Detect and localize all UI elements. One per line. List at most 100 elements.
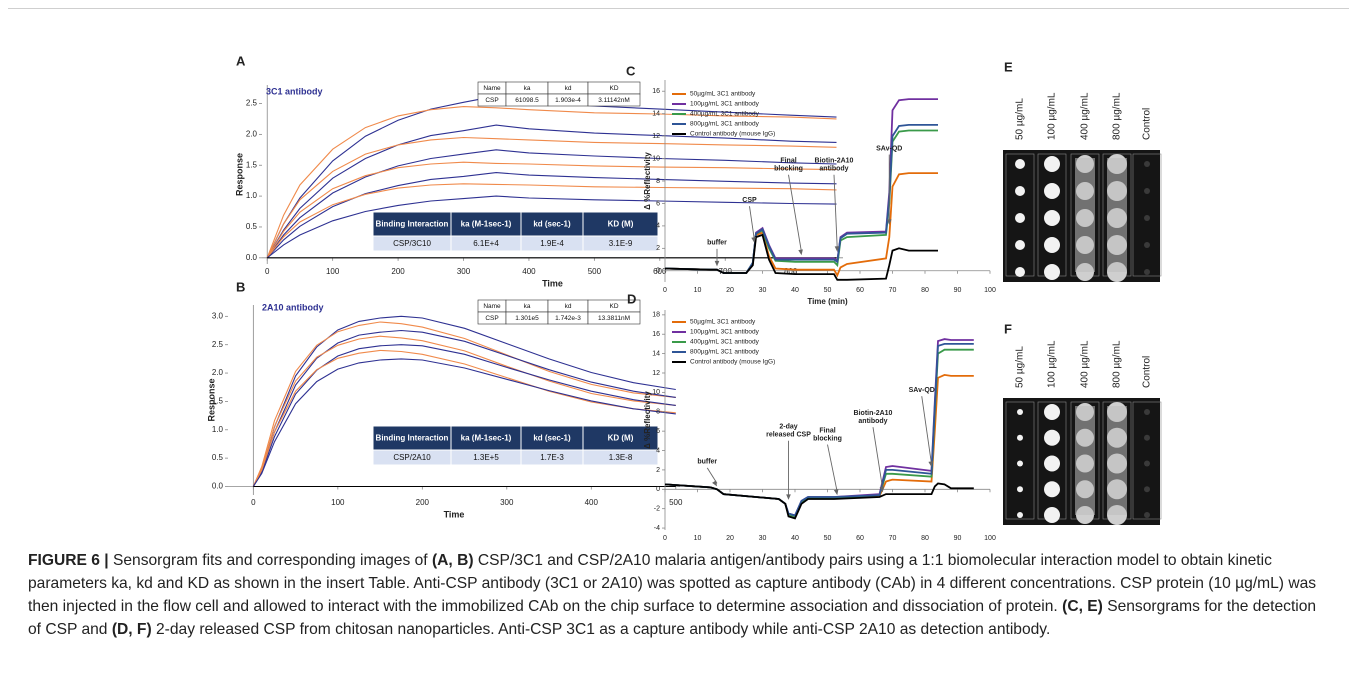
series-line <box>252 321 676 487</box>
spot <box>1144 215 1150 221</box>
caption-label: FIGURE 6 | <box>28 552 109 569</box>
caption-text: Sensorgrams for the detection of CSP and <box>28 598 1317 638</box>
series-line <box>266 149 837 259</box>
y-tick-label: 12 <box>652 370 660 377</box>
annotation-arrowhead <box>928 461 934 467</box>
column-label: 50 µg/mL <box>1015 346 1026 388</box>
table-text: 1.7E-3 <box>540 453 564 462</box>
x-tick-label: 500 <box>669 498 683 507</box>
table-cell <box>582 449 659 466</box>
table-cell <box>587 311 641 325</box>
spot <box>1144 434 1150 441</box>
annotation-arrowhead <box>712 480 717 487</box>
x-tick-label: 10 <box>694 535 702 542</box>
series-line <box>266 106 837 258</box>
table-text: KD (M) <box>608 434 634 443</box>
y-tick-label: 10 <box>652 389 660 396</box>
table-text: 1.742e-3 <box>555 315 581 322</box>
table-text: CSP/2A10 <box>393 453 431 462</box>
spot <box>1044 237 1060 253</box>
column-label: 800 µg/mL <box>1112 92 1123 140</box>
caption-ref: (C, E) <box>1062 598 1103 615</box>
panel-letter: B <box>236 279 245 294</box>
y-tick-label: 0 <box>656 268 660 275</box>
x-tick-label: 500 <box>588 267 602 276</box>
x-tick-label: 60 <box>856 287 864 294</box>
y-tick-label: 16 <box>652 88 660 95</box>
annotation-arrowhead <box>786 494 791 500</box>
spot <box>1015 186 1025 196</box>
x-tick-label: 50 <box>824 287 832 294</box>
y-tick-label: 2.0 <box>212 368 224 377</box>
table-text: 1.3E-8 <box>609 453 633 462</box>
spot <box>1144 486 1150 493</box>
legend-label: 50µg/mL 3C1 antibody <box>690 319 756 326</box>
spot <box>1044 455 1060 472</box>
legend-label: 800µg/mL 3C1 antibody <box>690 349 760 356</box>
x-tick-label: 80 <box>921 287 929 294</box>
spot <box>1015 213 1025 223</box>
y-tick-label: 18 <box>652 312 660 319</box>
table-cell <box>582 211 659 237</box>
table-text: 1.3E+5 <box>473 453 499 462</box>
table-text: Binding Interaction <box>376 220 449 229</box>
x-tick-label: 50 <box>824 535 832 542</box>
spot <box>1044 429 1060 446</box>
x-tick-label: 300 <box>500 498 514 507</box>
x-tick-label: 20 <box>726 287 734 294</box>
table-text: 13.3811nM <box>598 315 630 322</box>
top-rule <box>8 8 1349 9</box>
spot <box>1044 404 1060 420</box>
lane-frame <box>1132 153 1162 277</box>
table-text: kd <box>565 85 572 92</box>
annotation-arrow <box>872 427 884 490</box>
column-label: Control <box>1142 108 1153 140</box>
x-tick-label: 400 <box>585 498 599 507</box>
panel-letter: A <box>236 53 246 68</box>
x-tick-label: 70 <box>889 535 897 542</box>
caption-text: Sensorgram fits and corresponding images… <box>112 552 428 569</box>
table-cell <box>520 211 584 237</box>
panel-letter: F <box>1004 321 1012 336</box>
smear <box>1075 158 1095 272</box>
annotation: blocking <box>774 166 803 173</box>
spot <box>1044 481 1060 498</box>
y-tick-label: 0 <box>656 486 660 493</box>
y-tick-label: 1.5 <box>246 160 258 169</box>
annotation: SAv-QD <box>876 145 902 152</box>
annotation: Biotin-2A10 <box>854 410 893 417</box>
table-text: 3.11142nM <box>598 97 630 104</box>
spot <box>1144 161 1150 167</box>
spot <box>1144 409 1150 415</box>
legend-label: 400µg/mL 3C1 antibody <box>690 339 760 346</box>
table-cell <box>372 211 452 237</box>
y-tick-label: 2 <box>656 467 660 474</box>
spot <box>1044 156 1060 172</box>
x-tick-label: 10 <box>694 287 702 294</box>
annotation-arrowhead <box>886 219 892 225</box>
x-tick-label: 30 <box>759 287 767 294</box>
caption-ref: (D, F) <box>111 621 152 638</box>
table-text: ka <box>524 85 531 92</box>
lane-frame <box>1005 401 1035 520</box>
x-tick-label: 0 <box>663 287 667 294</box>
column-label: 100 µg/mL <box>1047 92 1058 140</box>
series-line <box>252 329 676 487</box>
x-tick-label: 100 <box>326 267 340 276</box>
column-label: 800 µg/mL <box>1112 340 1123 388</box>
column-label: Control <box>1142 356 1153 388</box>
table-text: KD (M) <box>608 220 634 229</box>
x-axis-title: Time (min) <box>807 297 848 306</box>
spot <box>1017 409 1023 415</box>
table-text: ka <box>524 303 531 310</box>
annotation-arrowhead <box>834 246 840 252</box>
figure-panels: A0.00.51.01.52.02.50 100 200 300 400 500 600 70… <box>206 53 1162 542</box>
y-tick-label: 14 <box>652 350 660 357</box>
y-tick-label: 14 <box>652 111 660 118</box>
spot <box>1144 242 1150 248</box>
x-tick-label: 100 <box>984 287 996 294</box>
spot <box>1015 267 1025 277</box>
annotation: antibody <box>858 418 887 425</box>
panel-letter: D <box>627 291 636 306</box>
annotation: buffer <box>707 240 727 247</box>
